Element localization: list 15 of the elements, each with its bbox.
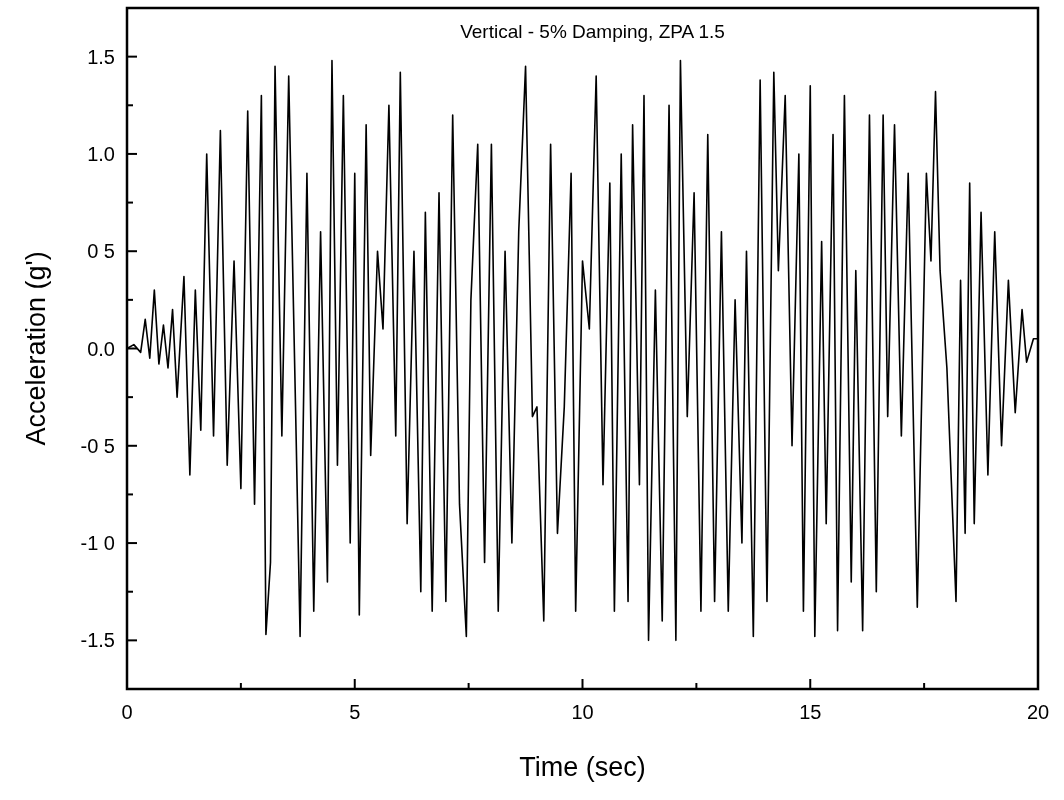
x-axis-title: Time (sec) xyxy=(519,752,646,782)
y-tick-label: 0.0 xyxy=(87,337,115,360)
x-tick-label: 20 xyxy=(1026,701,1050,723)
x-tick-label: 5 xyxy=(349,701,361,723)
y-axis-title: Acceleration (g') xyxy=(21,251,51,446)
x-tick-label: 15 xyxy=(799,701,822,723)
y-tick-label: 1.0 xyxy=(87,142,115,165)
y-tick-label: -0 5 xyxy=(80,434,115,457)
y-tick-label: -1.5 xyxy=(80,629,115,652)
x-tick-label: 0 xyxy=(121,701,133,723)
text: Vertical - 5% Damping, ZPA 1.5 xyxy=(460,21,725,42)
y-tick-label: 0 5 xyxy=(87,240,115,263)
y-tick-label: -1 0 xyxy=(80,532,115,555)
x-tick-label: 10 xyxy=(571,701,594,723)
y-tick-label: 1.5 xyxy=(87,45,115,68)
